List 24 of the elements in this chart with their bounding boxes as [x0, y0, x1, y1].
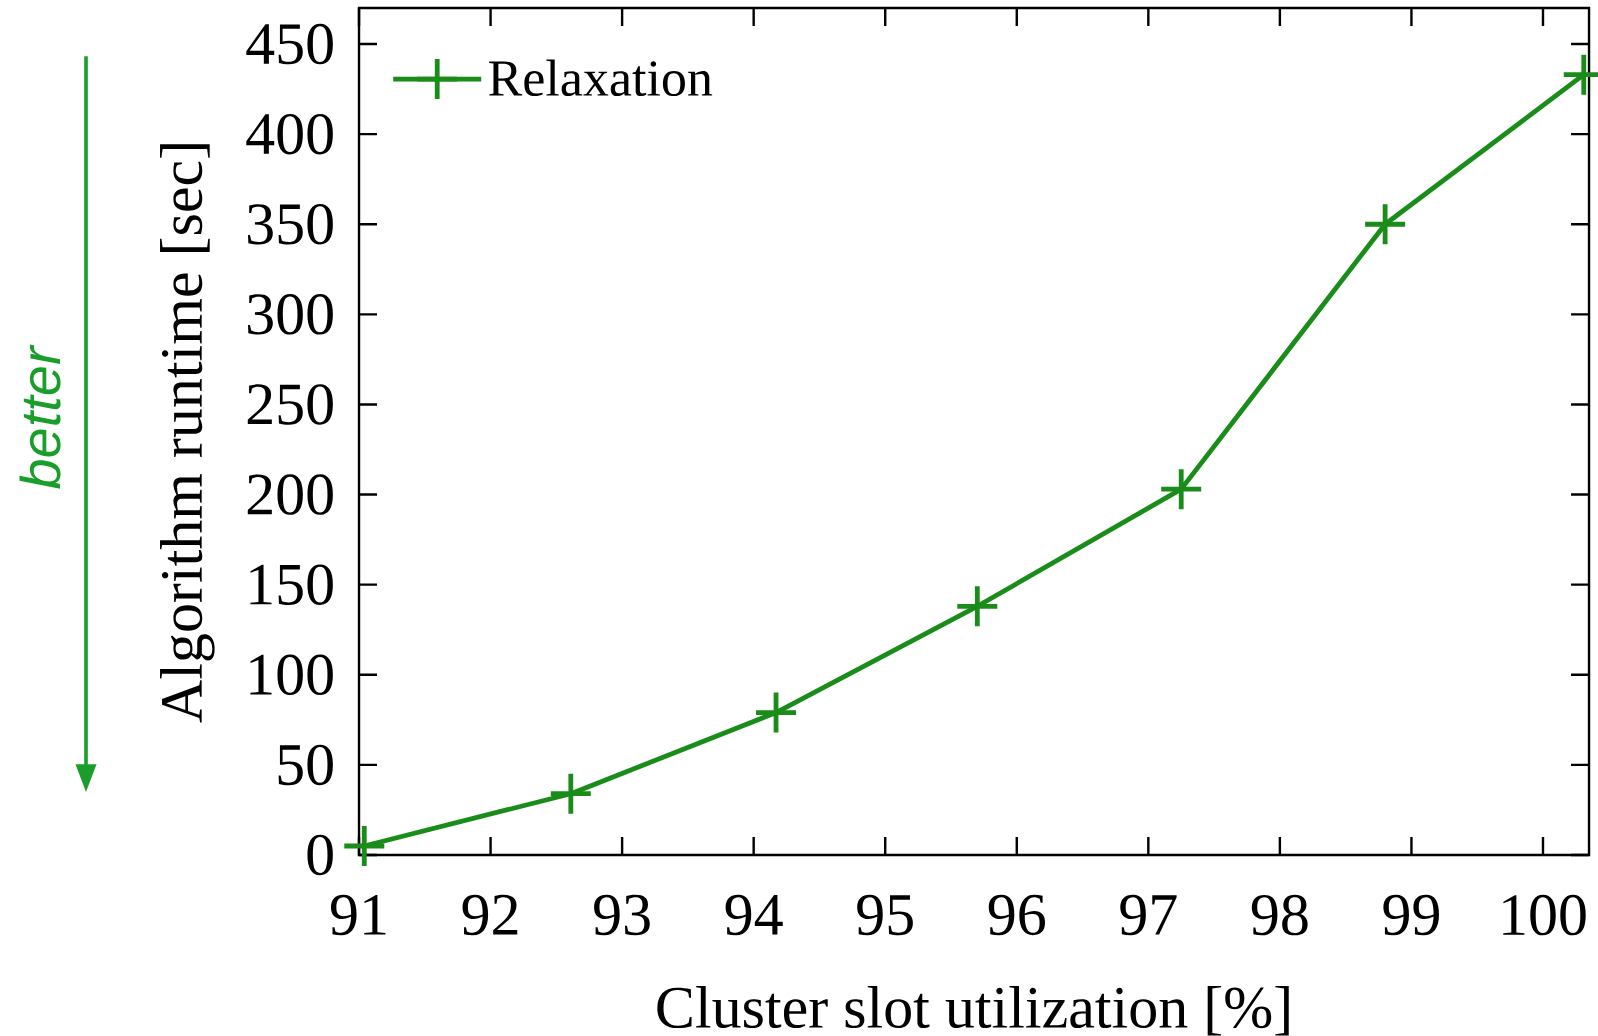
- x-axis-title: Cluster slot utilization [%]: [657, 985, 1289, 1036]
- x-tick-label: 100: [1503, 894, 1586, 936]
- x-tick-label: 98: [1251, 894, 1308, 936]
- x-tick-label: 97: [1120, 894, 1177, 936]
- y-tick-label: 50: [278, 744, 333, 786]
- y-tick-label: 350: [248, 204, 333, 245]
- y-tick-label: 150: [250, 564, 333, 605]
- x-tick-label: 96: [988, 894, 1046, 936]
- y-tick-label: 200: [247, 474, 333, 515]
- x-tick-label: 95: [857, 894, 913, 936]
- x-tick-label: 92: [462, 894, 518, 936]
- legend-label: Relaxation: [489, 59, 713, 97]
- x-tick-label: 99: [1383, 894, 1439, 936]
- y-tick-label: 100: [250, 654, 333, 696]
- y-tick-label: 250: [247, 384, 333, 425]
- x-tick-label: 93: [594, 894, 650, 936]
- y-tick-label: 400: [246, 113, 333, 155]
- y-tick-label: 450: [246, 23, 333, 65]
- y-tick-label: 0: [307, 834, 333, 876]
- text: better: [19, 344, 61, 489]
- x-tick-label: 94: [725, 894, 783, 936]
- y-axis-title: Algorithm runtime [sec]: [160, 144, 215, 723]
- x-tick-label: 91: [330, 894, 386, 936]
- y-tick-label: 300: [248, 294, 333, 335]
